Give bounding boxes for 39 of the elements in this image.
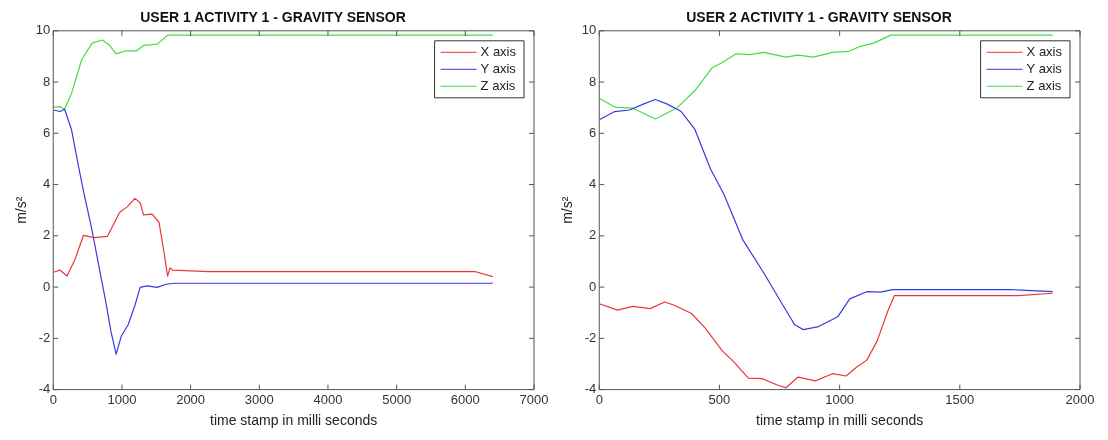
y-tick-label: -4 <box>38 381 51 397</box>
x-tick-label: 2000 <box>176 391 206 407</box>
x-tick-label: 1000 <box>825 391 855 407</box>
chart-title: USER 2 ACTIVITY 1 - GRAVITY SENSOR <box>686 9 952 26</box>
x-tick-label: 7000 <box>519 391 549 407</box>
legend-label: Y axis <box>480 60 517 76</box>
x-axis-title: time stamp in milli seconds <box>209 412 378 429</box>
legend-label: Z axis <box>1026 77 1062 93</box>
y-tick-label: 8 <box>589 73 597 89</box>
legend-label: X axis <box>480 43 517 59</box>
y-tick-label: -2 <box>38 329 51 345</box>
y-tick-label: 2 <box>589 227 597 243</box>
y-tick-label: 10 <box>581 22 597 38</box>
legend-label: X axis <box>1026 43 1063 59</box>
x-tick-label: 4000 <box>313 391 343 407</box>
x-axis-title: time stamp in milli seconds <box>755 412 924 429</box>
y-tick-label: 10 <box>35 22 51 38</box>
x-tick-label: 500 <box>708 391 731 407</box>
x-tick-label: 3000 <box>244 391 274 407</box>
legend-label: Z axis <box>480 77 516 93</box>
y-tick-label: 8 <box>43 73 51 89</box>
x-tick-label: 5000 <box>382 391 412 407</box>
x-tick-label: 6000 <box>450 391 480 407</box>
y-tick-label: 6 <box>43 124 51 140</box>
y-tick-label: 0 <box>589 278 597 294</box>
y-axis-title: m/s² <box>559 196 576 224</box>
y-tick-label: 2 <box>43 227 51 243</box>
y-tick-label: -2 <box>584 329 597 345</box>
y-tick-label: 0 <box>43 278 51 294</box>
x-tick-label: 1500 <box>945 391 975 407</box>
y-tick-label: 6 <box>589 124 597 140</box>
y-tick-label: 4 <box>43 176 51 192</box>
y-tick-label: -4 <box>584 381 597 397</box>
x-tick-label: 2000 <box>1065 391 1095 407</box>
x-tick-label: 1000 <box>107 391 137 407</box>
legend-label: Y axis <box>1026 60 1063 76</box>
y-axis-title: m/s² <box>13 196 30 224</box>
y-tick-label: 4 <box>589 176 597 192</box>
chart-title: USER 1 ACTIVITY 1 - GRAVITY SENSOR <box>140 9 406 26</box>
